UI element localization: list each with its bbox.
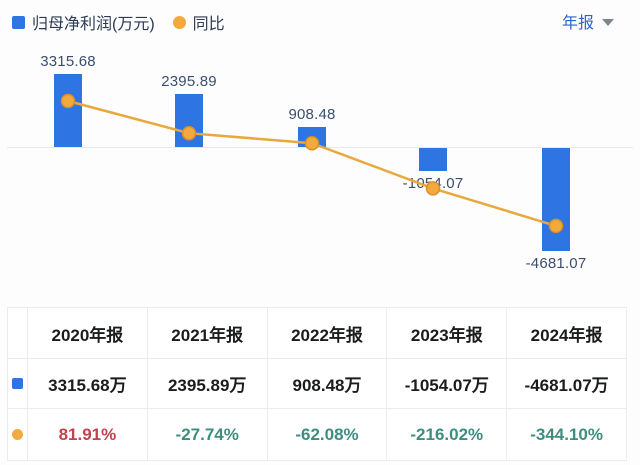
table-header-2022: 2022年报 xyxy=(266,307,388,359)
blue-square-icon xyxy=(12,377,23,389)
net-profit-legend-label: 归母净利润(万元) xyxy=(32,16,155,33)
bar-value-label-2020年报: 3315.68 xyxy=(40,52,96,70)
table-header-2020: 2020年报 xyxy=(27,307,148,359)
yoy-2023: -216.02% xyxy=(386,408,508,461)
bar-value-label-2022年报: 908.48 xyxy=(288,105,336,123)
table-header-2023: 2023年报 xyxy=(386,307,508,359)
yoy-2022: -62.08% xyxy=(266,408,388,461)
bar-2021年报[interactable] xyxy=(175,94,203,147)
bar-2023年报[interactable] xyxy=(419,148,447,172)
yellow-circle-icon xyxy=(12,428,23,440)
yoy-2020: 81.91% xyxy=(27,408,148,461)
legend-item-yoy: 同比 xyxy=(172,10,225,34)
chart-plot: 3315.68 2395.89 908.48 -1054.07 -4681.07 xyxy=(40,52,587,273)
net-profit-row-icon-cell xyxy=(7,358,28,409)
chart-legend: 归母净利润(万元) 同比 xyxy=(12,10,225,34)
bar-2020年报[interactable] xyxy=(54,73,82,147)
chevron-down-icon xyxy=(602,18,614,26)
yoy-2024: -344.10% xyxy=(506,408,627,461)
bar-value-label-2024年报: -4681.07 xyxy=(525,255,587,273)
legend-item-net-profit: 归母净利润(万元) xyxy=(12,10,155,34)
table-row-net-profit: 3315.68万 2395.89万 908.48万 -1054.07万 -468… xyxy=(7,358,627,409)
table-header-2021: 2021年报 xyxy=(146,307,268,359)
data-table: 2020年报 2021年报 2022年报 2023年报 2024年报 3315.… xyxy=(7,307,627,461)
report-period-selector[interactable]: 年报 xyxy=(562,9,614,33)
yoy-row-icon-cell xyxy=(7,408,28,461)
yoy-legend-swatch-icon xyxy=(172,15,186,29)
yoy-2021: -27.74% xyxy=(146,408,268,461)
table-header-row: 2020年报 2021年报 2022年报 2023年报 2024年报 xyxy=(7,307,627,359)
net-profit-legend-swatch-icon xyxy=(12,15,25,29)
bar-value-label-2021年报: 2395.89 xyxy=(161,73,217,91)
net-profit-2022: 908.48万 xyxy=(266,358,388,409)
net-profit-2023: -1054.07万 xyxy=(386,358,508,409)
table-header-2024: 2024年报 xyxy=(506,307,627,359)
report-period-label: 年报 xyxy=(561,15,594,32)
net-profit-2021: 2395.89万 xyxy=(146,358,268,409)
net-profit-2020: 3315.68万 xyxy=(27,358,148,409)
bar-2024年报[interactable] xyxy=(542,148,570,252)
bar-value-label-2023年报: -1054.07 xyxy=(402,175,464,193)
chart-area: 归母净利润(万元) 同比 年报 3315.68 2395.89 908.48 -105… xyxy=(7,9,633,273)
yoy-legend-label: 同比 xyxy=(192,16,225,33)
net-profit-2024: -4681.07万 xyxy=(506,358,627,409)
bar-2022年报[interactable] xyxy=(298,126,326,147)
table-corner-cell xyxy=(7,307,28,359)
table-row-yoy: 81.91% -27.74% -62.08% -216.02% -344.10% xyxy=(7,408,627,461)
